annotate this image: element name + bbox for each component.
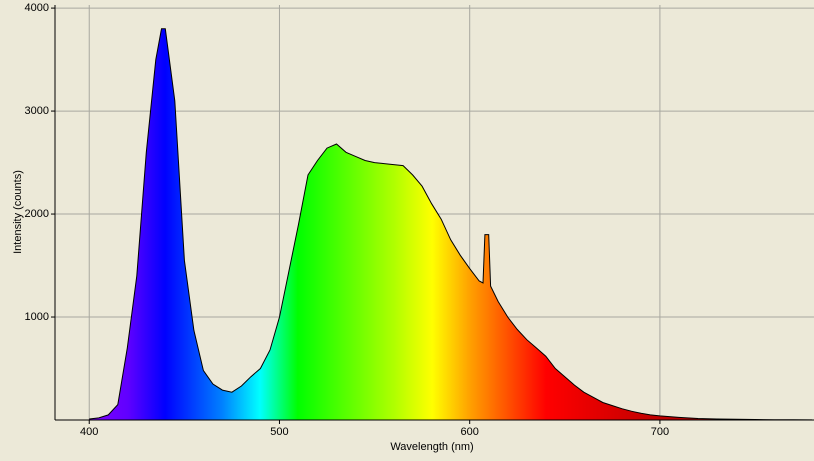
x-axis-label: Wavelength (nm) bbox=[390, 441, 473, 453]
x-tick-label: 500 bbox=[270, 426, 288, 438]
y-tick-label: 3000 bbox=[25, 105, 49, 117]
x-tick-label: 600 bbox=[461, 426, 479, 438]
spectrum-line bbox=[89, 28, 813, 421]
y-tick-label: 1000 bbox=[25, 311, 49, 323]
x-tick-label: 700 bbox=[651, 426, 669, 438]
y-tick-label: 2000 bbox=[25, 208, 49, 220]
y-axis-label: Intensity (counts) bbox=[12, 170, 24, 254]
y-tick-label: 4000 bbox=[25, 2, 49, 14]
x-tick-label: 400 bbox=[80, 426, 98, 438]
spectrum-area bbox=[89, 28, 813, 420]
